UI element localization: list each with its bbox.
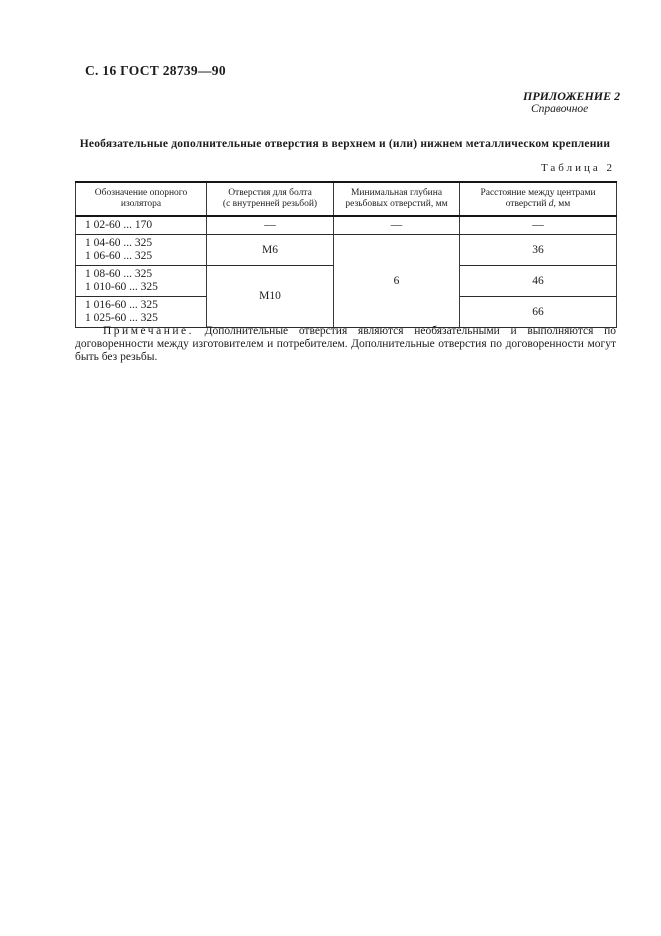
cell-bolt-hole: М6 [206,234,334,266]
column-header-distance-suffix: , мм [553,199,571,209]
appendix-label: ПРИЛОЖЕНИЕ 2 [523,89,621,103]
table-caption: Таблица 2 [540,162,615,174]
note-label: Примечание. [103,325,194,337]
table-note: Примечание. Дополнительные отверстия явл… [75,325,616,364]
appendix-block: ПРИЛОЖЕНИЕ 2 Справочное [523,90,620,116]
section-title: Необязательные дополнительные отверстия … [79,138,611,150]
cell-designation: 1 016-60 ... 325 1 025-60 ... 325 [75,296,207,328]
column-header-distance-prefix: Расстояние между центрами отверстий [480,187,596,210]
page-header: С. 16 ГОСТ 28739—90 [85,63,226,78]
column-header-bolt-hole: Отверстия для болта (с внутренней резьбо… [206,182,334,217]
appendix-type: Справочное [531,103,589,115]
cell-min-depth: — [333,216,460,235]
cell-distance: 66 [459,296,617,328]
cell-distance: 46 [459,265,617,297]
table-row: 1 04-60 ... 325 1 06-60 ... 325 М6 6 36 [75,234,617,328]
table-header-row: Обозначение опорного изолятора Отверстия… [75,182,617,217]
holes-table: Обозначение опорного изолятора Отверстия… [75,181,617,328]
column-header-distance-variable: d [548,199,554,209]
note-text: Дополнительные отверстия являются необяз… [75,325,617,363]
cell-distance: — [459,216,617,235]
table-row: 1 02-60 ... 170 — — — [75,216,617,235]
column-header-designation: Обозначение опорного изолятора [75,182,207,217]
note-paragraph: Примечание. Дополнительные отверстия явл… [75,325,616,364]
table-row: 1 016-60 ... 325 1 025-60 ... 325 66 [75,296,617,328]
cell-bolt-hole: М10 [206,265,334,328]
cell-bolt-hole: — [206,216,334,235]
table-row: 1 08-60 ... 325 1 010-60 ... 325 М10 46 [75,265,617,328]
cell-designation: 1 04-60 ... 325 1 06-60 ... 325 [75,234,207,266]
column-header-min-depth: Минимальная глубина резьбовых отверстий,… [333,182,460,217]
cell-min-depth: 6 [333,234,460,328]
cell-designation: 1 08-60 ... 325 1 010-60 ... 325 [75,265,207,297]
column-header-distance: Расстояние между центрами отверстий d, м… [459,182,617,217]
cell-distance: 36 [459,234,617,266]
cell-designation: 1 02-60 ... 170 [75,216,207,235]
